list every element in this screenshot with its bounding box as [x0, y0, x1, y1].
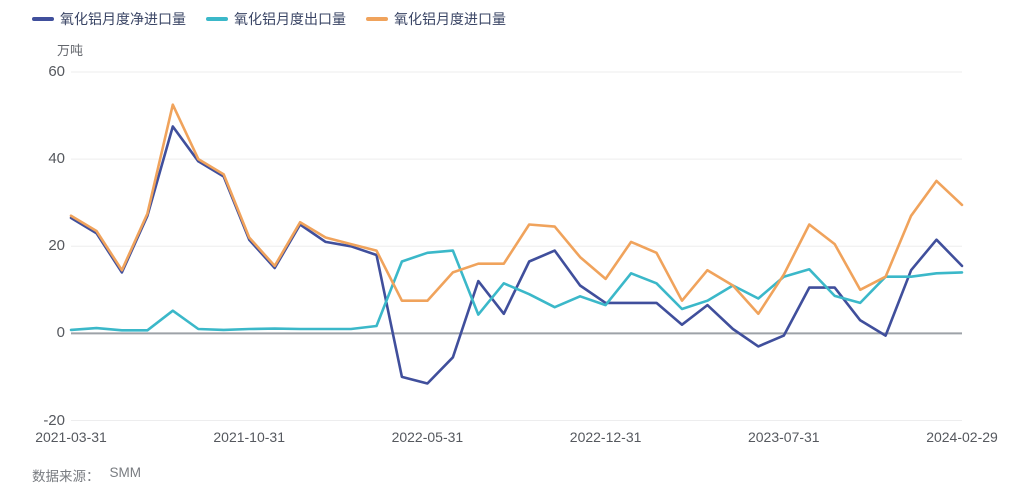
data-source-label: 数据来源： — [32, 469, 100, 484]
legend-item-exports[interactable]: 氧化铝月度出口量 — [206, 10, 346, 28]
y-axis-tick--20: -20 — [43, 411, 65, 429]
net-imports-line-swatch-icon — [32, 17, 54, 21]
legend-label-exports: 氧化铝月度出口量 — [234, 11, 346, 27]
y-axis-tick-60: 60 — [48, 63, 65, 80]
x-axis-tick-2021-03-31: 2021-03-31 — [35, 429, 107, 445]
x-axis-tick-2021-10-31: 2021-10-31 — [213, 429, 285, 445]
y-axis-tick-40: 40 — [48, 150, 65, 168]
x-axis-tick-2024-02-29: 2024-02-29 — [926, 429, 998, 445]
x-axis-tick-2023-07-31: 2023-07-31 — [747, 429, 820, 445]
y-axis-tick-0: 0 — [56, 324, 65, 342]
data-source-value: SMM — [109, 465, 142, 480]
legend-item-imports[interactable]: 氧化铝月度进口量 — [366, 10, 506, 28]
y-axis-tick-20: 20 — [48, 237, 65, 255]
imports-line-swatch-icon — [366, 17, 388, 21]
y-axis-unit-label: 万吨 — [57, 43, 84, 58]
chart-legend: 氧化铝月度净进口量 氧化铝月度出口量 氧化铝月度进口量 — [32, 10, 506, 28]
net-imports-line[interactable] — [69, 125, 964, 385]
plot-area[interactable] — [69, 71, 964, 421]
legend-label-net-imports: 氧化铝月度净进口量 — [60, 11, 186, 27]
x-axis-tick-2022-05-31: 2022-05-31 — [391, 429, 464, 445]
exports-line[interactable] — [69, 249, 964, 332]
x-axis-tick-2022-12-31: 2022-12-31 — [569, 429, 642, 445]
imports-line[interactable] — [69, 103, 964, 316]
legend-item-net-imports[interactable]: 氧化铝月度净进口量 — [32, 10, 186, 28]
exports-line-swatch-icon — [206, 17, 228, 21]
legend-label-imports: 氧化铝月度进口量 — [394, 11, 506, 27]
data-source-footer: 数据来源： SMM — [32, 465, 141, 485]
